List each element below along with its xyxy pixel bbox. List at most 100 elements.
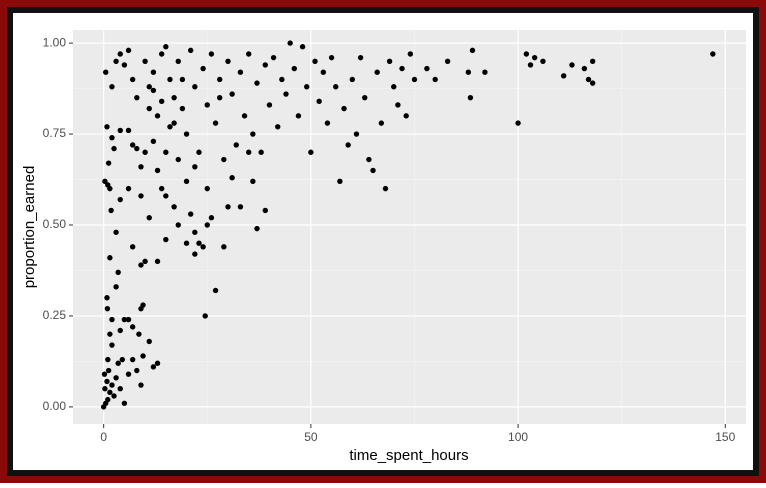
point <box>101 371 108 377</box>
point <box>134 94 140 101</box>
point <box>569 62 575 68</box>
point <box>150 364 157 370</box>
point <box>138 164 144 170</box>
x-axis-title: time_spent_hours <box>349 447 468 464</box>
point <box>117 51 123 57</box>
point <box>113 58 119 64</box>
point <box>140 302 146 308</box>
point <box>117 196 123 203</box>
point <box>515 120 521 126</box>
point <box>345 142 351 148</box>
y-tick-label: 0.25 <box>43 308 67 322</box>
point <box>150 138 157 145</box>
point <box>167 124 173 130</box>
point <box>129 324 136 330</box>
point <box>111 145 117 152</box>
point <box>204 102 210 108</box>
point <box>125 127 132 134</box>
point <box>270 54 277 61</box>
point <box>175 156 181 163</box>
point <box>121 316 128 323</box>
point <box>154 113 161 119</box>
point <box>275 124 281 130</box>
point <box>179 76 186 83</box>
point <box>171 120 177 126</box>
point <box>424 65 430 72</box>
point <box>527 62 534 68</box>
point <box>104 295 110 301</box>
point <box>225 58 231 64</box>
point <box>291 65 297 72</box>
point <box>221 156 227 163</box>
point <box>129 142 136 148</box>
point <box>163 236 169 243</box>
point <box>262 62 268 68</box>
point <box>142 258 148 265</box>
x-tick-label: 100 <box>508 430 528 444</box>
y-axis-title: proportion_earned <box>21 166 38 289</box>
point <box>163 149 169 155</box>
point <box>237 69 244 75</box>
point <box>225 204 231 210</box>
panel <box>73 30 746 424</box>
point <box>320 69 327 75</box>
point <box>115 269 121 275</box>
y-tick-label: 1.00 <box>43 35 67 49</box>
point <box>229 175 235 181</box>
point <box>146 338 152 345</box>
point <box>444 58 451 64</box>
point <box>192 251 198 257</box>
point <box>357 54 364 61</box>
point <box>192 84 198 90</box>
point <box>102 386 108 392</box>
point <box>208 51 215 57</box>
point <box>279 76 285 83</box>
point <box>200 244 206 250</box>
point <box>134 145 140 152</box>
point <box>158 98 165 105</box>
y-tick-label: 0.00 <box>43 399 67 413</box>
point <box>250 131 256 137</box>
point <box>233 142 239 148</box>
point <box>113 375 119 381</box>
point <box>366 156 372 163</box>
point <box>312 58 318 64</box>
point <box>146 84 152 90</box>
point <box>246 149 252 155</box>
point <box>109 134 115 141</box>
point <box>125 316 132 323</box>
point <box>337 178 343 185</box>
point <box>217 94 223 101</box>
point <box>129 356 136 363</box>
point <box>287 40 293 46</box>
point <box>179 105 186 112</box>
point <box>221 244 227 250</box>
point <box>129 244 136 250</box>
point <box>482 69 488 75</box>
point <box>154 167 161 174</box>
point <box>192 229 198 235</box>
point <box>150 87 157 94</box>
point <box>121 400 128 406</box>
point <box>299 44 306 50</box>
point <box>229 91 235 97</box>
point <box>107 255 113 261</box>
point <box>125 47 132 54</box>
point <box>386 58 393 64</box>
point <box>540 58 546 64</box>
point <box>154 360 161 366</box>
point <box>138 193 144 199</box>
point <box>241 113 248 119</box>
point <box>150 69 157 75</box>
point <box>469 47 476 54</box>
point <box>121 62 128 68</box>
point <box>403 113 409 119</box>
point <box>183 131 190 137</box>
point <box>353 131 360 137</box>
point <box>370 167 376 174</box>
point <box>146 215 152 221</box>
point <box>105 367 112 374</box>
point <box>163 193 169 199</box>
x-tick-label: 50 <box>304 430 318 444</box>
point <box>104 378 110 385</box>
